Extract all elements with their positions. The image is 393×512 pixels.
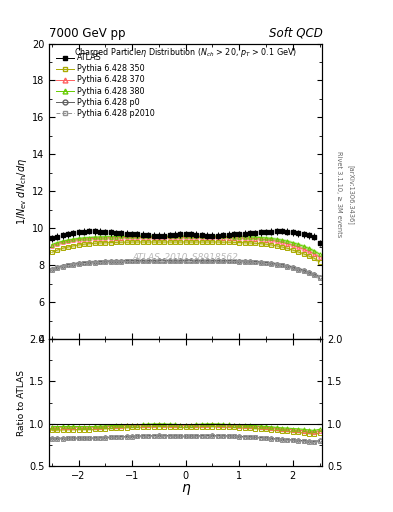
Y-axis label: $1/N_{\rm ev}\;dN_{\rm ch}/d\eta$: $1/N_{\rm ev}\;dN_{\rm ch}/d\eta$ xyxy=(15,158,29,225)
Text: Charged Particle$\eta$ Distribution ($N_{ch}$ > 20, $p_T$ > 0.1 GeV): Charged Particle$\eta$ Distribution ($N_… xyxy=(74,47,297,59)
Legend: ATLAS, Pythia 6.428 350, Pythia 6.428 370, Pythia 6.428 380, Pythia 6.428 p0, Py: ATLAS, Pythia 6.428 350, Pythia 6.428 37… xyxy=(56,53,154,118)
Text: Rivet 3.1.10, ≥ 3M events: Rivet 3.1.10, ≥ 3M events xyxy=(336,152,342,238)
Text: ATLAS_2010_S8918562: ATLAS_2010_S8918562 xyxy=(133,252,239,261)
Text: Soft QCD: Soft QCD xyxy=(268,27,322,40)
X-axis label: $\eta$: $\eta$ xyxy=(180,482,191,497)
Text: [arXiv:1306.3436]: [arXiv:1306.3436] xyxy=(348,165,354,224)
Y-axis label: Ratio to ATLAS: Ratio to ATLAS xyxy=(17,370,26,436)
Text: 7000 GeV pp: 7000 GeV pp xyxy=(49,27,126,40)
